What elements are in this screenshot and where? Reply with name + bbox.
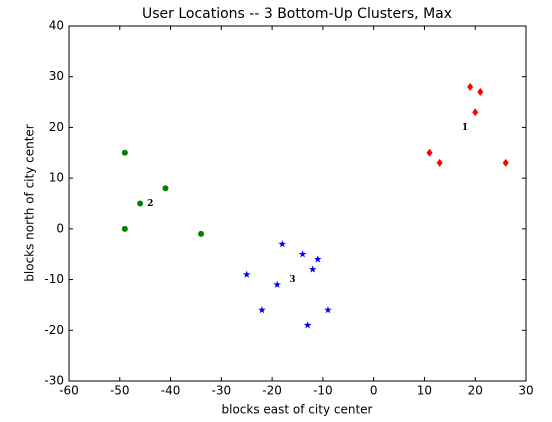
point xyxy=(477,87,484,96)
x-tick-label: -50 xyxy=(110,384,130,398)
cluster-label: 1 xyxy=(462,123,468,133)
point xyxy=(436,158,443,167)
plot-frame xyxy=(68,25,527,382)
y-tick-label: 30 xyxy=(49,69,64,83)
x-tick-label: -30 xyxy=(212,384,232,398)
cluster-label: 3 xyxy=(289,275,295,285)
point xyxy=(324,306,332,314)
point xyxy=(308,265,317,273)
point xyxy=(278,240,287,248)
x-tick-label: -20 xyxy=(262,384,282,398)
chart-title: User Locations -- 3 Bottom-Up Clusters, … xyxy=(142,6,452,22)
x-axis-label: blocks east of city center xyxy=(222,403,373,417)
y-axis-label: blocks north of city center xyxy=(23,124,37,282)
y-tick-label: -30 xyxy=(44,374,64,388)
x-tick-label: 20 xyxy=(468,384,483,398)
point xyxy=(426,148,433,157)
x-tick-label: -60 xyxy=(59,384,79,398)
point xyxy=(137,200,144,207)
x-tick-label: 30 xyxy=(518,384,533,398)
point xyxy=(162,185,169,192)
point xyxy=(502,158,509,167)
point xyxy=(273,280,281,288)
point xyxy=(298,250,307,258)
y-tick-label: 10 xyxy=(49,171,64,185)
y-tick-label: 20 xyxy=(49,120,64,134)
point xyxy=(121,149,128,156)
y-tick-label: 0 xyxy=(56,221,64,235)
point xyxy=(198,230,205,237)
x-tick-label: 0 xyxy=(370,384,378,398)
point xyxy=(242,270,251,278)
cluster-label: 2 xyxy=(147,199,153,209)
point xyxy=(258,306,266,314)
point xyxy=(467,82,474,91)
x-tick-label: 10 xyxy=(417,384,432,398)
y-tick-label: -10 xyxy=(44,272,64,286)
x-tick-label: -40 xyxy=(161,384,181,398)
y-tick-label: -20 xyxy=(44,323,64,337)
point xyxy=(314,255,322,263)
point xyxy=(121,225,128,232)
point xyxy=(303,321,312,329)
y-tick-label: 40 xyxy=(49,19,64,33)
x-tick-label: -10 xyxy=(313,384,333,398)
point xyxy=(472,108,479,117)
